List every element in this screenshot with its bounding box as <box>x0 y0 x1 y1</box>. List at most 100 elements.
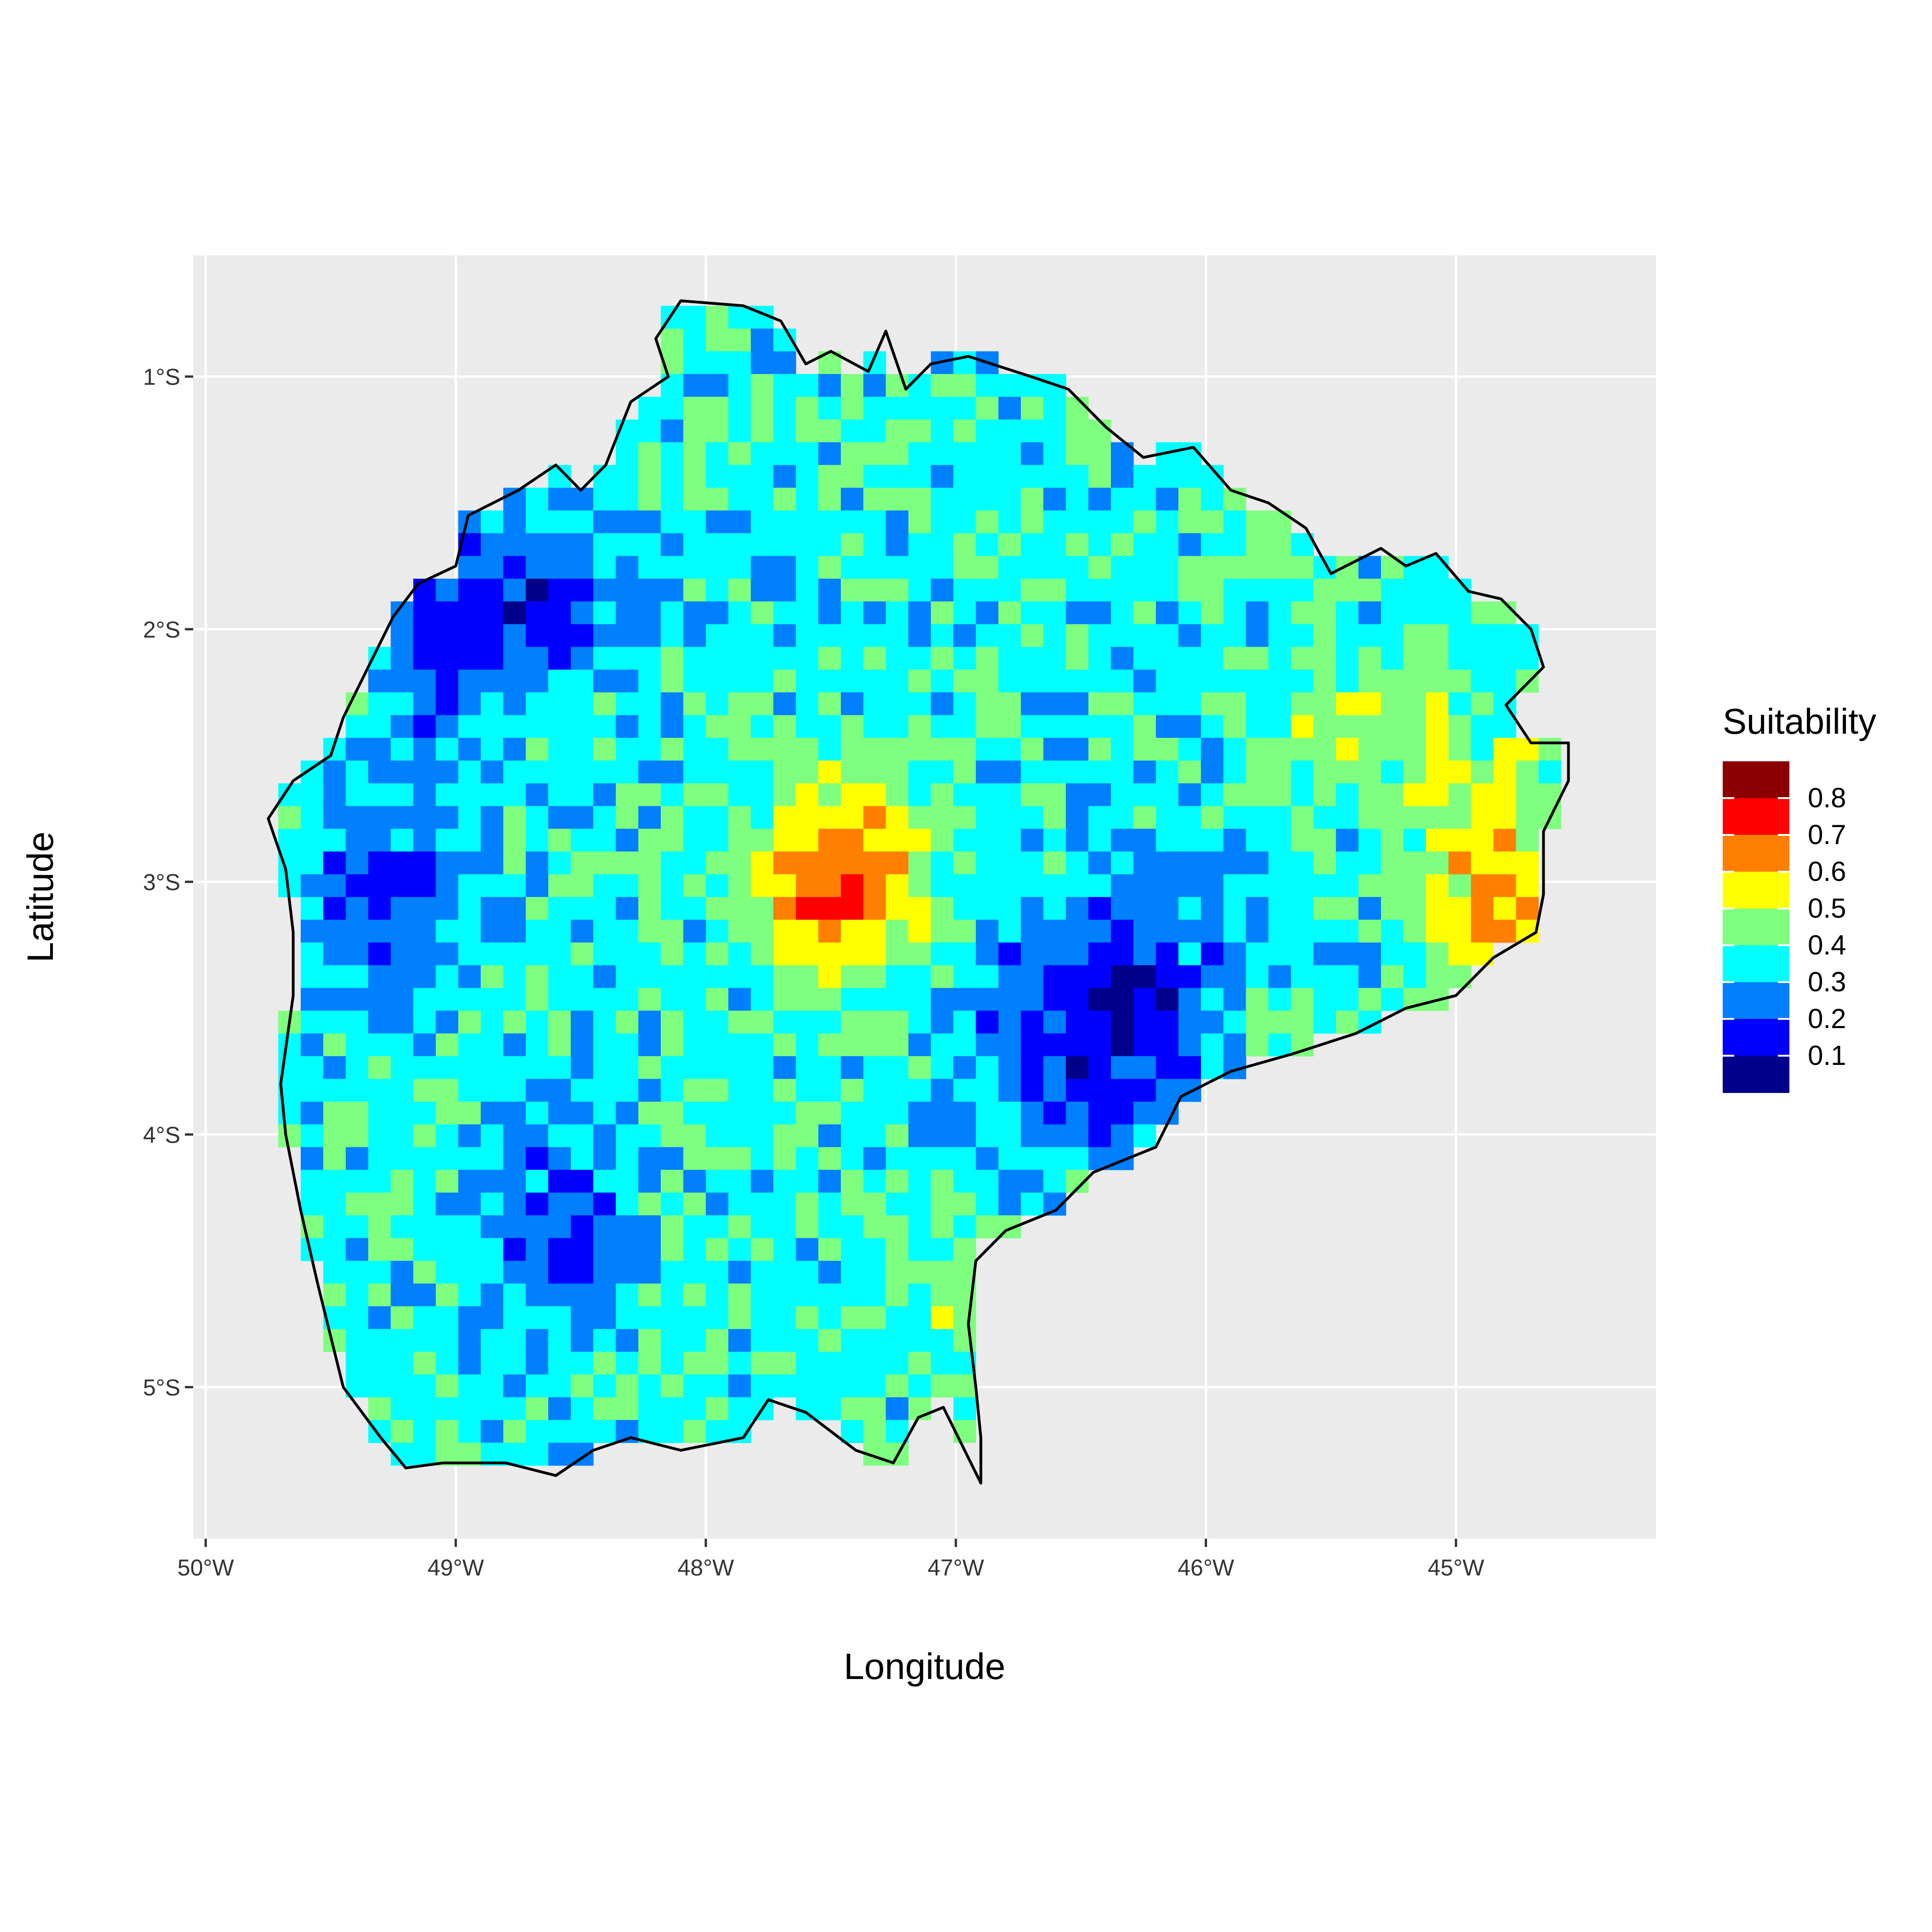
raster-cell <box>548 920 571 943</box>
raster-cell <box>976 669 999 693</box>
raster-cell <box>1268 624 1291 647</box>
raster-cell <box>908 988 932 1011</box>
raster-cell <box>503 1192 526 1216</box>
raster-cell <box>1021 715 1044 738</box>
raster-cell <box>1178 988 1202 1011</box>
raster-cell <box>661 760 684 784</box>
raster-cell <box>1178 965 1202 989</box>
raster-cell <box>976 442 999 466</box>
raster-cell <box>706 510 729 534</box>
raster-cell <box>886 1170 909 1193</box>
raster-cell <box>998 1170 1021 1193</box>
raster-cell <box>818 510 841 534</box>
raster-cell <box>976 624 999 647</box>
raster-cell <box>953 420 976 443</box>
raster-cell <box>593 806 616 829</box>
raster-cell <box>863 1056 886 1079</box>
raster-cell <box>1448 783 1472 806</box>
raster-cell <box>863 715 886 738</box>
raster-cell <box>458 1101 481 1125</box>
raster-cell <box>661 1329 684 1352</box>
raster-cell <box>1088 556 1111 579</box>
raster-cell <box>1043 533 1066 557</box>
legend-color-swatch <box>1723 872 1789 909</box>
raster-cell <box>593 1306 616 1329</box>
raster-cell <box>931 601 954 625</box>
raster-cell <box>1448 874 1472 897</box>
raster-cell <box>345 738 369 761</box>
raster-cell <box>1156 715 1179 738</box>
raster-cell <box>886 783 909 806</box>
raster-cell <box>683 374 706 397</box>
raster-cell <box>998 783 1021 806</box>
raster-cell <box>458 897 481 920</box>
raster-cell <box>503 1374 526 1397</box>
raster-cell <box>683 806 706 829</box>
raster-cell <box>526 738 549 761</box>
raster-cell <box>1066 510 1089 534</box>
raster-cell <box>1246 624 1269 647</box>
raster-cell <box>1223 760 1247 784</box>
raster-cell <box>1111 1101 1134 1125</box>
raster-cell <box>886 1260 909 1284</box>
raster-cell <box>706 1238 729 1261</box>
raster-cell <box>1111 988 1134 1011</box>
raster-cell <box>436 692 459 716</box>
raster-cell <box>345 1260 369 1284</box>
raster-cell <box>1268 510 1291 534</box>
raster-cell <box>300 1124 324 1148</box>
raster-cell <box>751 420 774 443</box>
raster-cell <box>436 1147 459 1170</box>
raster-cell <box>796 420 819 443</box>
raster-cell <box>615 465 639 488</box>
raster-cell <box>368 874 391 897</box>
raster-cell <box>391 624 414 647</box>
raster-cell <box>863 965 886 989</box>
raster-cell <box>1448 760 1472 784</box>
raster-cell <box>796 397 819 420</box>
raster-cell <box>796 783 819 806</box>
raster-cell <box>931 715 954 738</box>
raster-cell <box>706 874 729 897</box>
raster-cell <box>1291 942 1314 966</box>
raster-cell <box>931 1147 954 1170</box>
raster-cell <box>570 1011 594 1034</box>
raster-cell <box>976 533 999 557</box>
x-axis-title: Longitude <box>844 1646 1005 1687</box>
raster-cell <box>300 1056 324 1079</box>
raster-cell <box>323 806 346 829</box>
raster-cell <box>481 851 504 875</box>
raster-cell <box>458 1056 481 1079</box>
raster-cell <box>1336 965 1359 989</box>
raster-cell <box>548 1033 571 1057</box>
raster-cell <box>1403 579 1426 602</box>
raster-cell <box>615 442 639 466</box>
raster-cell <box>1043 556 1066 579</box>
raster-cell <box>1021 442 1044 466</box>
raster-cell <box>1066 465 1089 488</box>
raster-cell <box>1403 760 1426 784</box>
raster-cell <box>1516 874 1539 897</box>
raster-cell <box>570 920 594 943</box>
raster-cell <box>368 942 391 966</box>
raster-cell <box>503 988 526 1011</box>
raster-cell <box>1336 738 1359 761</box>
raster-cell <box>706 1306 729 1329</box>
raster-cell <box>908 1056 932 1079</box>
raster-cell <box>391 669 414 693</box>
raster-cell <box>706 1101 729 1125</box>
raster-cell <box>1066 579 1089 602</box>
raster-cell <box>998 510 1021 534</box>
raster-cell <box>458 1147 481 1170</box>
raster-cell <box>908 965 932 989</box>
raster-cell <box>773 1283 796 1307</box>
raster-cell <box>1358 579 1381 602</box>
raster-cell <box>1043 488 1066 511</box>
raster-cell <box>751 897 774 920</box>
raster-cell <box>1088 738 1111 761</box>
raster-cell <box>818 1124 841 1148</box>
raster-cell <box>1043 1011 1066 1034</box>
raster-cell <box>1021 1011 1044 1034</box>
raster-cell <box>1426 601 1449 625</box>
raster-cell <box>593 1079 616 1102</box>
